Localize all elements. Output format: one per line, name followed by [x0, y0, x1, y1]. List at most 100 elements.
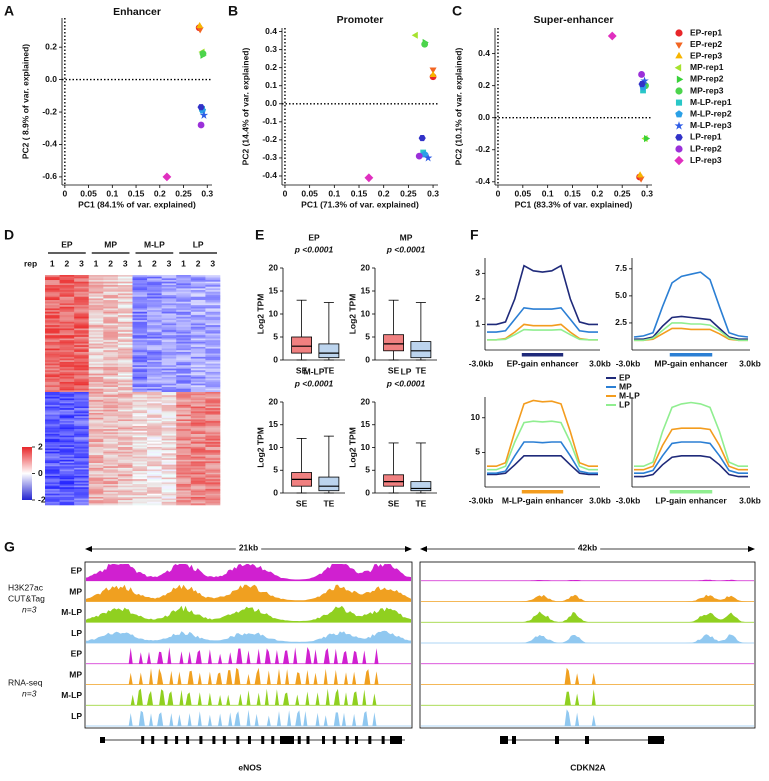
x-tick-label: 0: [283, 188, 288, 198]
group-label: LP: [193, 239, 204, 249]
y-axis-label: Log2 TPM: [347, 427, 357, 468]
exon: [212, 736, 215, 744]
legend-label: M-LP-rep2: [690, 108, 732, 118]
rep-number: 3: [79, 258, 84, 268]
legend-label: M-LP-rep3: [690, 120, 732, 130]
profile-line: [634, 272, 748, 337]
assay-n: n=3: [22, 688, 37, 698]
x-axis-label: PC1 (84.1% of var. explained): [78, 199, 196, 209]
exon: [585, 736, 589, 744]
legend-label: M-LP-rep1: [690, 97, 732, 107]
rep-number: 1: [94, 258, 99, 268]
legend-marker: [677, 76, 683, 83]
legend-marker: [675, 42, 682, 48]
track-label: M-LP: [61, 607, 82, 617]
point: [608, 32, 617, 41]
y-tick-label: 5: [365, 465, 370, 475]
track-label: MP: [69, 586, 82, 596]
y-tick-label: 5: [475, 447, 480, 457]
exon: [261, 736, 264, 744]
point: [638, 71, 645, 78]
y-tick-label: 2.5: [615, 317, 627, 327]
y-tick-label: 0.2: [265, 62, 277, 72]
group-label: MP: [104, 239, 117, 249]
heatmap-cell: [176, 503, 191, 505]
legend-label: LP: [619, 399, 630, 409]
box: [319, 344, 339, 358]
exon: [236, 736, 239, 744]
colorbar-label: -2: [38, 494, 46, 504]
flank-label: -3.0kb: [469, 495, 494, 505]
y-tick-label: 0.1: [265, 80, 277, 90]
exon: [248, 736, 251, 744]
heatmap-cell: [89, 503, 104, 505]
scale-label: 21kb: [239, 542, 258, 552]
box-subtitle: p <0.0001: [386, 378, 426, 388]
y-tick-label: -0.6: [42, 171, 57, 181]
panel-letter: C: [452, 3, 462, 19]
y-tick-label: 10: [361, 308, 371, 318]
rep-number: 3: [123, 258, 128, 268]
y-tick-label: 5.0: [615, 290, 627, 300]
x-tick-label: 0.2: [378, 188, 390, 198]
exon: [306, 736, 309, 744]
x-tick-label: SE: [388, 498, 400, 508]
y-axis-label: Log2 TPM: [255, 427, 265, 468]
y-tick-label: 0.4: [265, 26, 277, 36]
legend-marker: [675, 64, 681, 71]
y-tick-label: 0: [273, 487, 278, 497]
legend-marker: [675, 29, 682, 36]
heatmap-cell: [191, 503, 206, 505]
track-signal: [86, 689, 411, 706]
legend-marker: [674, 156, 683, 165]
track-label: LP: [71, 628, 82, 638]
y-tick-label: 0.0: [265, 98, 277, 108]
y-tick-label: 15: [269, 285, 279, 295]
point: [364, 173, 373, 182]
track-signal: [421, 612, 754, 623]
x-tick-label: 0.05: [515, 188, 532, 198]
y-tick-label: 7.5: [615, 263, 627, 273]
box: [384, 475, 404, 486]
region-label: EP-gain enhancer: [507, 358, 579, 368]
y-tick-label: -0.3: [262, 152, 277, 162]
colorbar: [22, 447, 32, 500]
exon: [322, 736, 325, 744]
y-tick-label: 15: [361, 419, 371, 429]
track-signal: [86, 631, 411, 643]
x-tick-label: 0: [496, 188, 501, 198]
point: [421, 41, 428, 48]
region-label: LP-gain enhancer: [655, 495, 727, 505]
x-tick-label: 0.25: [175, 188, 192, 198]
arrow-head: [405, 546, 412, 552]
exon: [100, 737, 105, 743]
y-tick-label: 0.4: [478, 48, 490, 58]
x-tick-label: TE: [415, 498, 426, 508]
box-title: EP: [308, 232, 320, 242]
flank-label: 3.0kb: [739, 495, 761, 505]
legend-label: MP-rep2: [690, 74, 724, 84]
track-signal: [421, 709, 754, 726]
heatmap-cell: [205, 503, 220, 505]
panel-letter: D: [4, 227, 14, 243]
track-label: EP: [71, 566, 83, 576]
x-axis-label: PC1 (83.3% of var. explained): [515, 199, 633, 209]
flank-label: -3.0kb: [616, 358, 641, 368]
exon: [151, 736, 154, 744]
legend-marker: [675, 121, 684, 129]
y-tick-label: 0: [365, 354, 370, 364]
exon: [333, 736, 336, 744]
flank-label: -3.0kb: [469, 358, 494, 368]
box-title: M-LP: [304, 366, 325, 376]
point: [200, 50, 207, 57]
legend-label: MP-rep1: [690, 62, 724, 72]
x-tick-label: 0.25: [614, 188, 631, 198]
profile-line: [487, 266, 598, 325]
colorbar-label: 2: [38, 441, 43, 451]
x-tick-label: 0.3: [641, 188, 653, 198]
profile-line: [634, 403, 748, 467]
track-signal: [86, 606, 411, 623]
gene-name: CDKN2A: [570, 762, 605, 772]
legend-marker: [675, 145, 682, 152]
y-tick-label: 0.2: [45, 41, 57, 51]
